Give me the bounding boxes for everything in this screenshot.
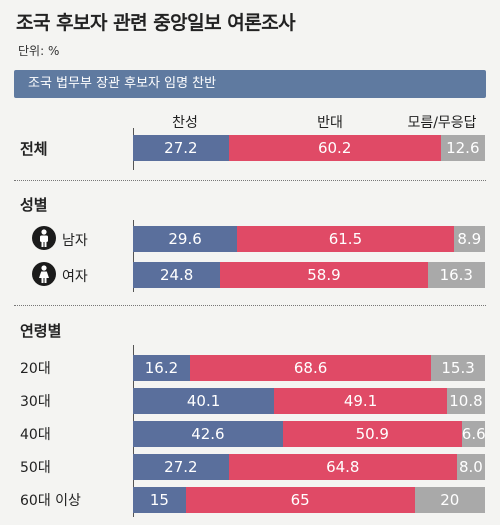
data-label: 27.2 xyxy=(164,139,198,157)
data-label: 15.3 xyxy=(441,359,475,377)
bar-segment-dk: 10.8 xyxy=(446,388,485,414)
data-label: 20 xyxy=(440,491,460,509)
bar-segment-no: 58.9 xyxy=(220,262,428,288)
category-label-30s: 30대 xyxy=(20,394,51,410)
bar-segment-yes: 16.2 xyxy=(133,355,190,381)
bar-overall: 27.2 60.2 12.6 xyxy=(133,135,485,161)
bar-segment-yes: 27.2 xyxy=(133,135,229,161)
data-label: 29.6 xyxy=(168,230,202,248)
category-label-60s-plus: 60대 이상 xyxy=(20,493,81,509)
section-label-age: 연령별 xyxy=(20,322,62,340)
bar-segment-yes: 42.6 xyxy=(133,421,283,447)
bar-male: 29.6 61.5 8.9 xyxy=(133,226,485,252)
bar-segment-dk: 6.6 xyxy=(461,421,485,447)
male-person-icon-glyph xyxy=(40,229,48,247)
bar-segment-no: 64.8 xyxy=(228,454,457,480)
axis-line-gender xyxy=(133,220,134,292)
bar-segment-no: 50.9 xyxy=(282,421,462,447)
separator xyxy=(14,305,486,306)
bar-segment-yes: 40.1 xyxy=(133,388,275,414)
bar-segment-yes: 15 xyxy=(133,487,186,513)
bar-segment-yes: 29.6 xyxy=(133,226,238,252)
data-label: 65 xyxy=(290,491,310,509)
category-label-overall: 전체 xyxy=(20,140,48,158)
data-label: 42.6 xyxy=(191,425,225,443)
category-label-female: 여자 xyxy=(62,269,88,285)
data-label: 68.6 xyxy=(293,359,328,377)
category-label-male: 남자 xyxy=(62,233,88,249)
bar-50s: 27.2 64.8 8.0 xyxy=(133,454,485,480)
data-label: 49.1 xyxy=(343,392,378,410)
section-label-gender: 성별 xyxy=(20,196,48,214)
legend-dk-label: 모름/무응답 xyxy=(407,115,477,131)
bar-segment-no: 49.1 xyxy=(274,388,447,414)
bar-segment-no: 60.2 xyxy=(228,135,441,161)
category-label-20s: 20대 xyxy=(20,361,51,377)
data-label: 16.2 xyxy=(144,359,179,377)
data-label: 10.8 xyxy=(449,392,483,410)
legend-yes-label: 찬성 xyxy=(172,115,198,131)
female-person-icon-glyph xyxy=(39,265,49,283)
separator xyxy=(14,180,486,181)
legend-no-label: 반대 xyxy=(317,115,343,131)
bar-40s: 42.6 50.9 6.6 xyxy=(133,421,485,447)
data-label: 61.5 xyxy=(328,230,363,248)
category-label-40s: 40대 xyxy=(20,427,51,443)
bar-60s-plus: 15 65 20 xyxy=(133,487,485,513)
question-banner: 조국 법무부 장관 후보자 임명 찬반 xyxy=(14,70,486,98)
bar-30s: 40.1 49.1 10.8 xyxy=(133,388,485,414)
bar-20s: 16.2 68.6 15.3 xyxy=(133,355,485,381)
male-person-icon xyxy=(32,226,56,250)
data-label: 8.0 xyxy=(458,458,483,476)
bar-segment-dk: 12.6 xyxy=(440,135,485,161)
data-label: 15 xyxy=(149,491,169,509)
bar-segment-dk: 8.9 xyxy=(453,226,485,252)
bar-segment-no: 68.6 xyxy=(189,355,432,381)
data-label: 6.6 xyxy=(461,425,485,443)
bar-segment-dk: 16.3 xyxy=(427,262,485,288)
bar-segment-no: 65 xyxy=(185,487,415,513)
page-title: 조국 후보자 관련 중앙일보 여론조사 xyxy=(16,12,296,34)
data-label: 40.1 xyxy=(186,392,221,410)
data-label: 27.2 xyxy=(164,458,198,476)
bar-female: 24.8 58.9 16.3 xyxy=(133,262,485,288)
bar-segment-no: 61.5 xyxy=(237,226,454,252)
data-label: 60.2 xyxy=(317,139,352,157)
unit-label: 단위: % xyxy=(18,44,60,58)
bar-segment-yes: 27.2 xyxy=(133,454,229,480)
data-label: 50.9 xyxy=(355,425,389,443)
data-label: 24.8 xyxy=(159,266,194,284)
bar-segment-yes: 24.8 xyxy=(133,262,221,288)
bar-segment-dk: 8.0 xyxy=(456,454,485,480)
data-label: 58.9 xyxy=(307,266,341,284)
female-person-icon xyxy=(32,262,56,286)
bar-segment-dk: 15.3 xyxy=(431,355,485,381)
data-label: 64.8 xyxy=(326,458,360,476)
category-label-50s: 50대 xyxy=(20,460,51,476)
data-label: 16.3 xyxy=(439,266,473,284)
data-label: 12.6 xyxy=(446,139,480,157)
data-label: 8.9 xyxy=(457,230,482,248)
bar-segment-dk: 20 xyxy=(414,487,485,513)
